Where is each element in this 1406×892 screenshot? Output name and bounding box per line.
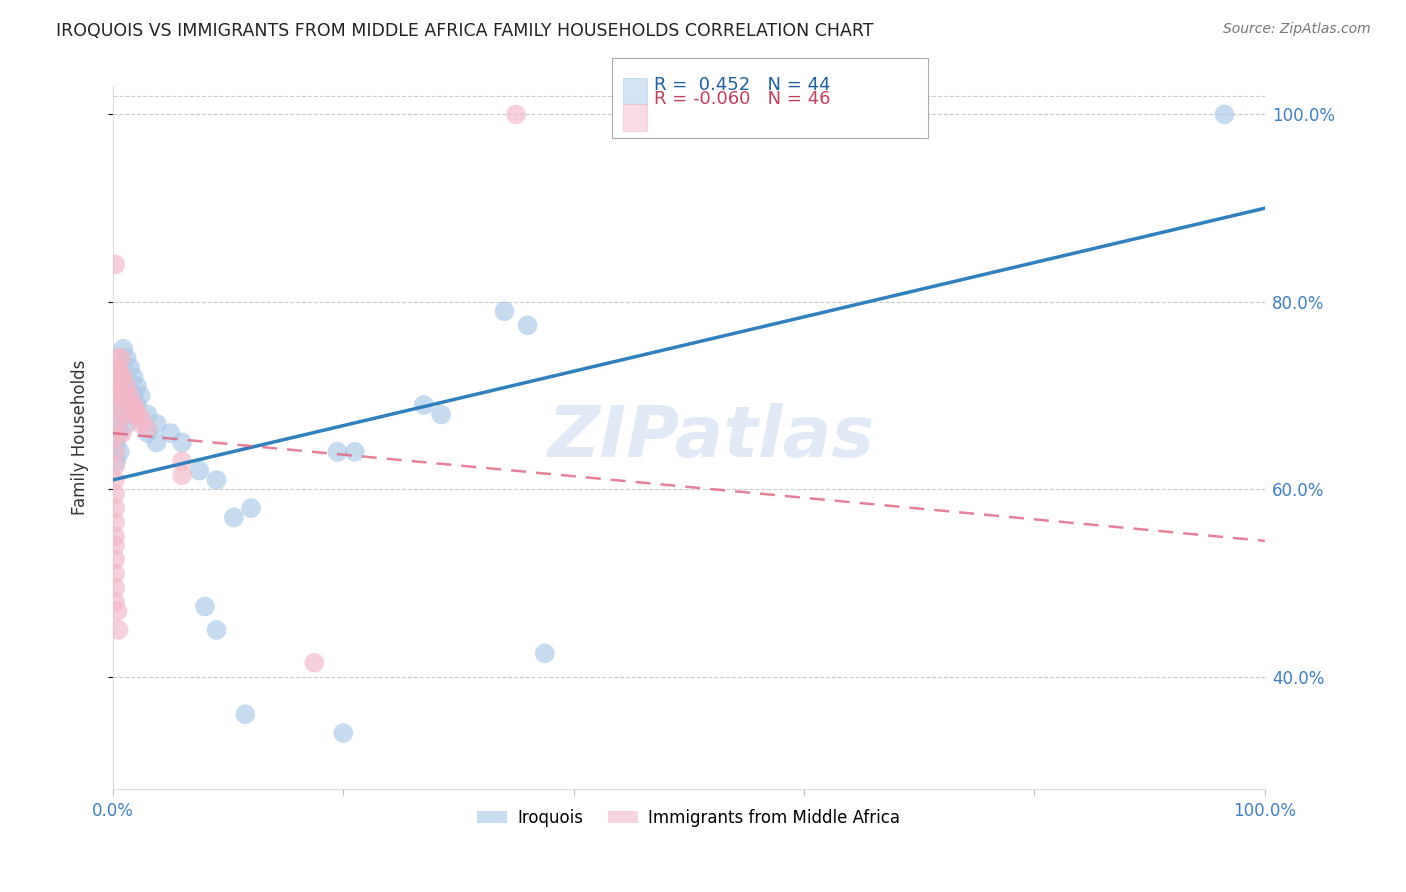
Point [115,351,138,365]
Point [222,510,245,524]
Point [104,417,127,431]
Point [104,445,127,459]
Point [118,393,141,408]
Point [131,412,153,426]
Point [534,646,557,660]
Point [115,379,138,393]
Point [125,398,148,412]
Point [111,408,134,422]
Point [104,379,127,393]
Point [104,539,127,553]
Point [430,408,453,422]
Point [104,501,127,516]
Point [233,707,256,722]
Text: R = -0.060   N = 46: R = -0.060 N = 46 [654,90,831,108]
Point [188,464,211,478]
Point [516,318,538,333]
Point [112,389,135,403]
Point [122,398,145,412]
Point [120,408,142,422]
Point [112,342,135,356]
Point [304,656,326,670]
Point [104,566,127,581]
Point [110,389,132,403]
Point [240,501,263,516]
Point [129,417,152,431]
Point [120,360,142,375]
Point [107,379,129,393]
Point [125,408,148,422]
Point [107,389,129,403]
Point [145,435,167,450]
Point [104,515,127,529]
Point [104,529,127,543]
Point [494,304,516,318]
Point [343,445,366,459]
Point [105,417,128,431]
Point [120,389,142,403]
Text: IROQUOIS VS IMMIGRANTS FROM MIDDLE AFRICA FAMILY HOUSEHOLDS CORRELATION CHART: IROQUOIS VS IMMIGRANTS FROM MIDDLE AFRIC… [56,22,873,40]
Point [108,445,131,459]
Point [122,389,145,403]
Point [104,360,127,375]
Point [104,595,127,609]
Legend: Iroquois, Immigrants from Middle Africa: Iroquois, Immigrants from Middle Africa [471,802,907,834]
Point [112,370,135,384]
Point [205,473,228,487]
Point [104,458,127,473]
Point [105,454,128,468]
Point [104,581,127,595]
Point [115,417,138,431]
Text: ZIPatlas: ZIPatlas [548,403,876,472]
Point [107,623,129,637]
Point [112,370,135,384]
Point [120,408,142,422]
Point [110,351,132,365]
Y-axis label: Family Households: Family Households [72,360,89,516]
Point [136,408,159,422]
Point [104,552,127,566]
Point [326,445,349,459]
Point [115,379,138,393]
Point [107,360,129,375]
Point [104,431,127,445]
Point [205,623,228,637]
Point [111,426,134,441]
Point [107,604,129,618]
Point [412,398,434,412]
Point [505,107,527,121]
Text: R =  0.452   N = 44: R = 0.452 N = 44 [654,76,831,94]
Point [194,599,217,614]
Point [108,398,131,412]
Point [108,426,131,441]
Point [136,421,159,435]
Point [159,426,181,441]
Point [1213,107,1236,121]
Point [170,454,193,468]
Point [145,417,167,431]
Point [105,435,128,450]
Point [104,398,127,412]
Point [104,257,127,271]
Point [110,370,132,384]
Point [115,398,138,412]
Text: Source: ZipAtlas.com: Source: ZipAtlas.com [1223,22,1371,37]
Point [108,370,131,384]
Point [107,370,129,384]
Point [104,473,127,487]
Point [107,351,129,365]
Point [112,408,135,422]
Point [122,370,145,384]
Point [104,487,127,501]
Point [129,389,152,403]
Point [120,389,142,403]
Point [125,379,148,393]
Point [136,426,159,441]
Point [125,402,148,417]
Point [170,468,193,483]
Point [332,726,354,740]
Point [170,435,193,450]
